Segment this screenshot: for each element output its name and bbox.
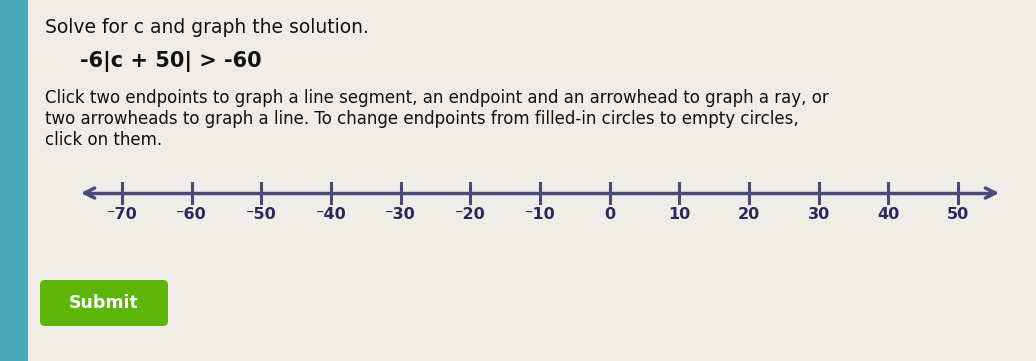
Text: Solve for c and graph the solution.: Solve for c and graph the solution. xyxy=(45,18,369,37)
Text: Click two endpoints to graph a line segment, an endpoint and an arrowhead to gra: Click two endpoints to graph a line segm… xyxy=(45,89,829,107)
Text: two arrowheads to graph a line. To change endpoints from filled-in circles to em: two arrowheads to graph a line. To chang… xyxy=(45,110,799,128)
Text: ⁻10: ⁻10 xyxy=(524,207,555,222)
Text: ⁻70: ⁻70 xyxy=(107,207,137,222)
Text: click on them.: click on them. xyxy=(45,131,162,149)
Text: 20: 20 xyxy=(738,207,760,222)
FancyBboxPatch shape xyxy=(0,0,28,361)
Text: 40: 40 xyxy=(877,207,899,222)
Text: ⁻50: ⁻50 xyxy=(246,207,277,222)
Text: ⁻40: ⁻40 xyxy=(316,207,346,222)
Text: Submit: Submit xyxy=(69,294,139,312)
Text: 30: 30 xyxy=(808,207,830,222)
Text: ⁻20: ⁻20 xyxy=(455,207,486,222)
Text: ⁻60: ⁻60 xyxy=(176,207,207,222)
Text: 0: 0 xyxy=(604,207,615,222)
Text: ⁻30: ⁻30 xyxy=(385,207,416,222)
Text: 50: 50 xyxy=(947,207,970,222)
Text: 10: 10 xyxy=(668,207,691,222)
FancyBboxPatch shape xyxy=(40,280,168,326)
Text: -6|c + 50| > -60: -6|c + 50| > -60 xyxy=(80,51,262,72)
